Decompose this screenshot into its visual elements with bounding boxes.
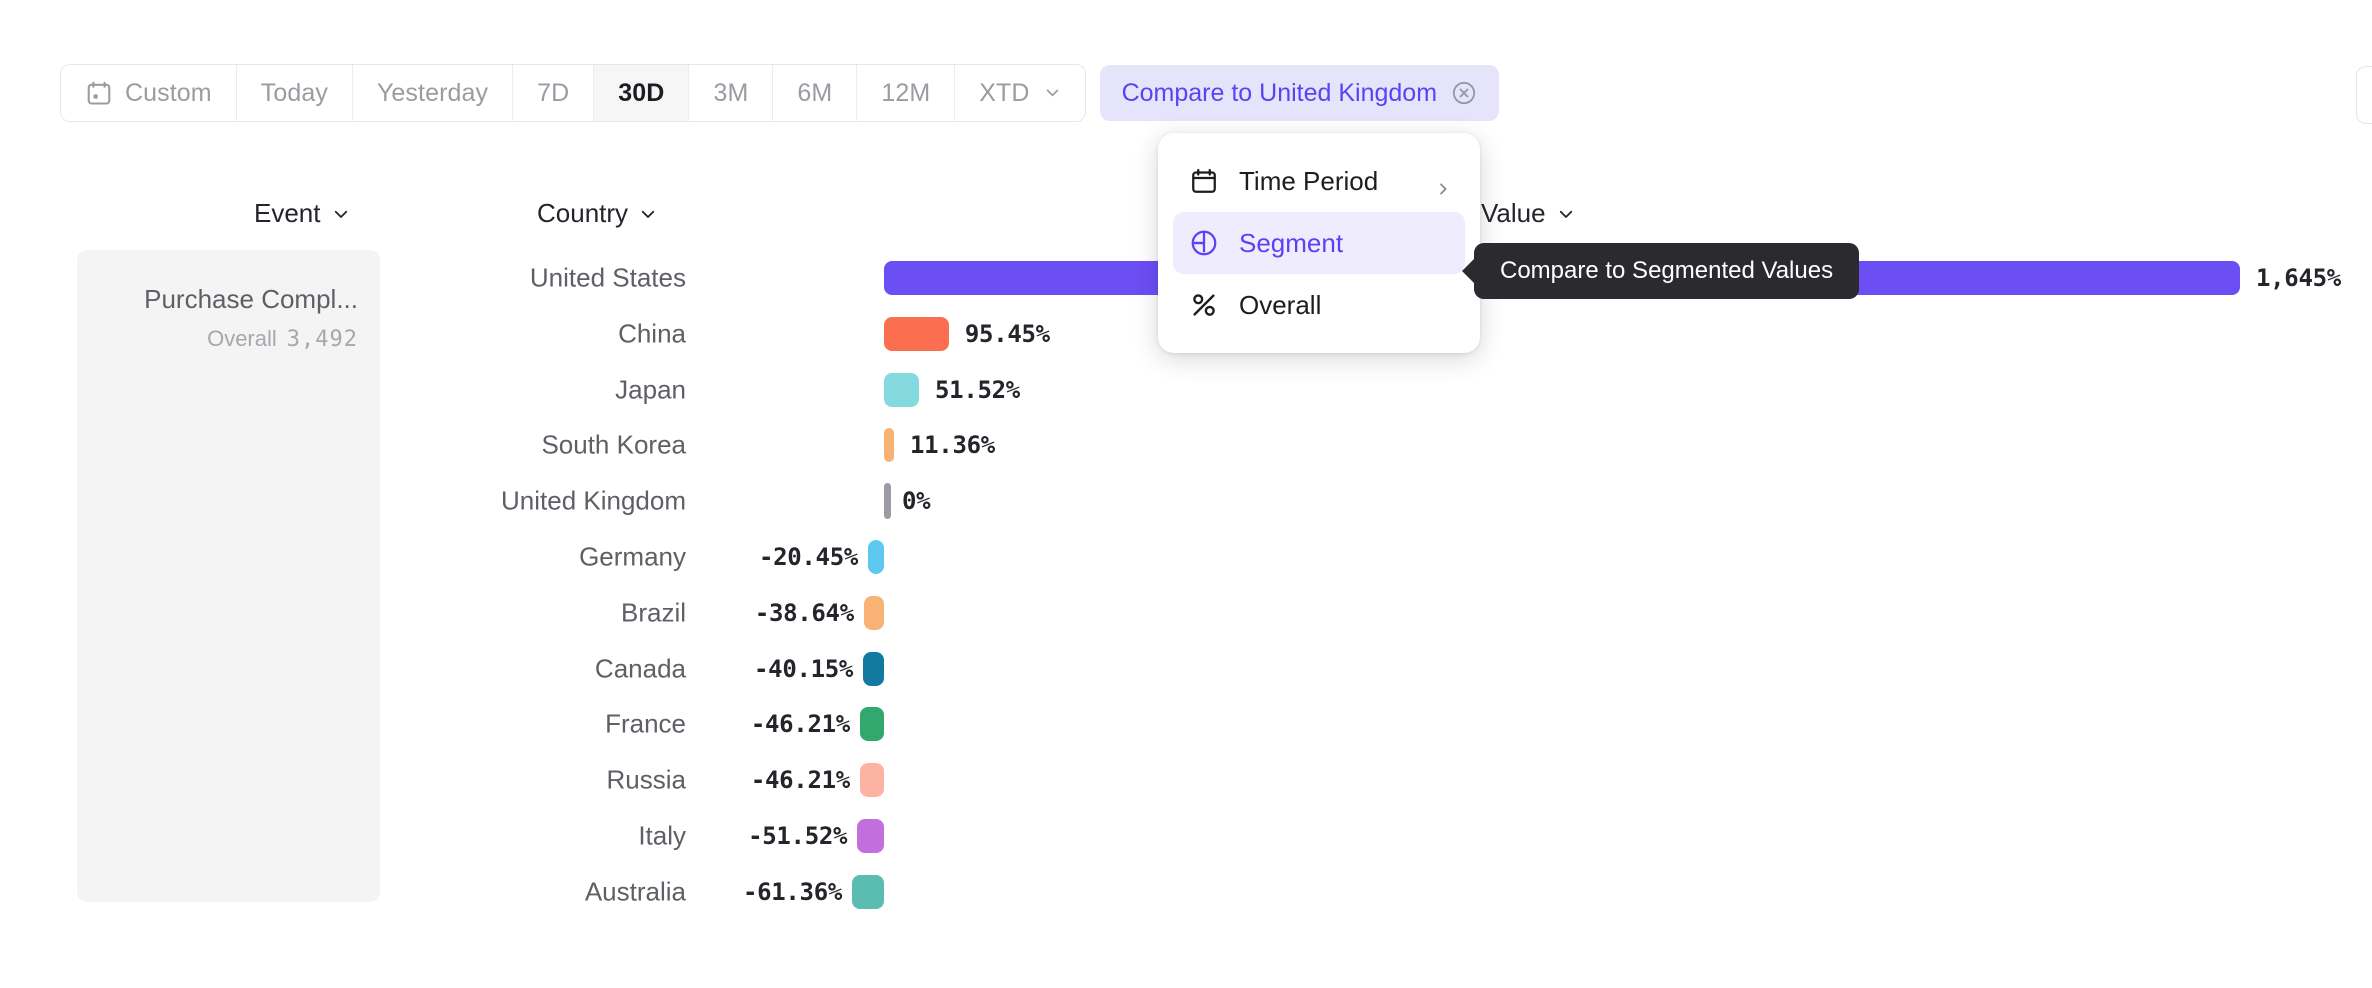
toolbar: Custom Today Yesterday 7D 30D 3M 6M 12M …	[60, 64, 1500, 122]
chevron-down-icon	[639, 205, 657, 223]
bar-row[interactable]: United Kingdom 0%	[0, 473, 2372, 529]
column-header-event[interactable]: Event	[254, 198, 350, 229]
bar-value-label: -40.15%	[754, 654, 854, 683]
date-range-group[interactable]: Custom Today Yesterday 7D 30D 3M 6M 12M …	[60, 64, 1086, 122]
range-button-3m[interactable]: 3M	[689, 65, 774, 121]
column-header-event-label: Event	[254, 198, 321, 228]
bar[interactable]	[884, 483, 891, 520]
bar[interactable]	[859, 763, 884, 798]
bar-row-label: Brazil	[620, 597, 686, 628]
range-button-6m[interactable]: 6M	[773, 65, 858, 121]
bar[interactable]	[884, 428, 894, 463]
event-card-title: Purchase Compl...	[144, 284, 358, 314]
segment-pie-icon	[1189, 228, 1219, 258]
range-button-7d[interactable]: 7D	[513, 65, 595, 121]
range-button-30d[interactable]: 30D	[594, 65, 690, 121]
event-card-subtitle-label: Overall	[207, 326, 277, 351]
bar-value-label: -46.21%	[750, 766, 850, 795]
range-label-custom: Custom	[125, 78, 212, 107]
bar-row[interactable]: Italy -51.52%	[0, 808, 2372, 864]
column-header-value-label: Value	[1481, 198, 1546, 228]
bar-row-label: Italy	[638, 820, 686, 851]
bar[interactable]	[857, 819, 884, 853]
bar[interactable]	[884, 372, 920, 407]
menu-item-segment-label: Segment	[1239, 227, 1344, 258]
chevron-down-icon	[1557, 205, 1575, 223]
bar-row-label: Australia	[584, 876, 686, 907]
menu-item-time-period-label: Time Period	[1239, 165, 1379, 196]
menu-item-overall[interactable]: Overall	[1173, 274, 1465, 336]
range-label-7d: 7D	[537, 78, 570, 107]
bar-row-label: Canada	[594, 653, 686, 684]
menu-item-overall-label: Overall	[1239, 289, 1322, 320]
calendar-icon	[85, 79, 113, 107]
bar-value-label: -61.36%	[742, 877, 842, 906]
range-button-custom[interactable]: Custom	[61, 65, 237, 121]
bar-row-label: Japan	[615, 374, 686, 405]
tooltip-compare-to-segmented-values: Compare to Segmented Values	[1474, 243, 1860, 299]
bar-row[interactable]: Japan 51.52%	[0, 362, 2372, 418]
chevron-right-icon	[1435, 173, 1451, 195]
range-button-xtd[interactable]: XTD	[955, 65, 1085, 121]
percent-icon	[1189, 290, 1219, 320]
tooltip-text: Compare to Segmented Values	[1500, 257, 1834, 284]
bar-value-label: 11.36%	[910, 431, 995, 460]
bar[interactable]	[859, 707, 884, 742]
close-circle-icon[interactable]	[1451, 80, 1477, 106]
column-header-value[interactable]: Value	[1481, 198, 1575, 229]
bar-row-label: Russia	[606, 764, 686, 795]
bar-value-label: 95.45%	[964, 319, 1050, 348]
compare-dropdown-menu: Time Period Segment Overall	[1158, 133, 1480, 353]
column-header-country[interactable]: Country	[537, 198, 657, 229]
range-label-yesterday: Yesterday	[376, 78, 489, 107]
chevron-down-icon	[332, 205, 350, 223]
range-label-12m: 12M	[881, 78, 931, 107]
bar[interactable]	[863, 651, 884, 686]
offscreen-control-sliver[interactable]	[2356, 66, 2372, 124]
bar-row-label: Germany	[579, 541, 686, 572]
column-header-country-label: Country	[537, 198, 629, 228]
menu-item-segment[interactable]: Segment	[1173, 212, 1465, 274]
bar-value-label: 0%	[902, 487, 931, 516]
bar-row[interactable]: Russia -46.21%	[0, 752, 2372, 808]
range-button-yesterday[interactable]: Yesterday	[352, 65, 514, 121]
range-label-3m: 3M	[713, 78, 749, 107]
bar-row[interactable]: Germany -20.45%	[0, 529, 2372, 585]
event-card-subtitle: Overall 3,492	[77, 326, 358, 352]
bar-value-label: 1,645%	[2256, 264, 2341, 292]
bar-row-label: United States	[529, 262, 686, 293]
bar-value-label: -46.21%	[750, 710, 850, 739]
compare-chip[interactable]: Compare to United Kingdom	[1099, 65, 1500, 121]
bar-row[interactable]: China 95.45%	[0, 306, 2372, 362]
bar-value-label: -38.64%	[754, 598, 854, 627]
range-button-12m[interactable]: 12M	[857, 65, 956, 121]
bar-row[interactable]: South Korea 11.36%	[0, 417, 2372, 473]
bar-row-label: United Kingdom	[501, 485, 686, 516]
bar-row-label: China	[618, 318, 686, 349]
bar[interactable]	[863, 595, 884, 630]
bar[interactable]	[884, 316, 949, 351]
range-label-today: Today	[260, 78, 328, 107]
bar-row[interactable]: Australia -61.36%	[0, 864, 2372, 920]
event-card[interactable]: Purchase Compl... Overall 3,492	[77, 250, 380, 902]
bar[interactable]	[868, 540, 884, 574]
calendar-icon	[1189, 166, 1219, 196]
range-label-xtd: XTD	[979, 78, 1030, 107]
bar[interactable]	[852, 874, 884, 909]
range-button-today[interactable]: Today	[236, 65, 353, 121]
bar-row-label: South Korea	[541, 429, 686, 460]
bar-row[interactable]: Brazil -38.64%	[0, 585, 2372, 641]
bar-row[interactable]: Canada -40.15%	[0, 641, 2372, 697]
event-card-subtitle-value: 3,492	[286, 327, 358, 352]
bar-value-label: -51.52%	[748, 822, 848, 850]
range-label-30d: 30D	[618, 78, 665, 107]
bar-row-label: France	[605, 708, 686, 739]
compare-chip-label: Compare to United Kingdom	[1121, 78, 1438, 107]
range-label-6m: 6M	[797, 78, 833, 107]
bar-value-label: -20.45%	[758, 543, 858, 571]
menu-item-time-period[interactable]: Time Period	[1173, 150, 1465, 212]
bar-row[interactable]: France -46.21%	[0, 696, 2372, 752]
chevron-down-icon	[1042, 79, 1061, 108]
bar-value-label: 51.52%	[935, 375, 1020, 404]
